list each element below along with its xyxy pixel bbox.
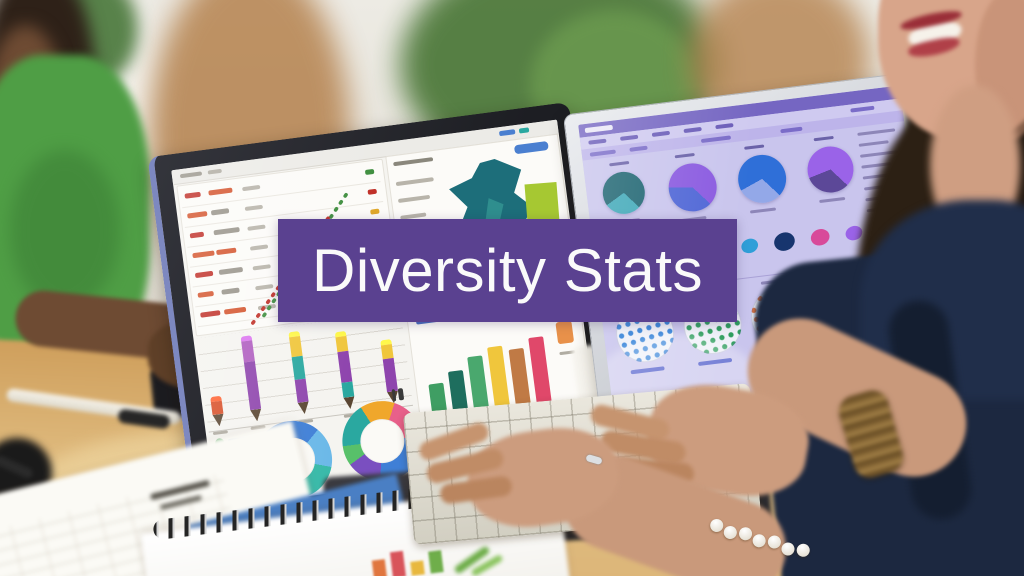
- pearl-bead: [795, 542, 812, 559]
- menu-item-text: [619, 134, 639, 141]
- pencil-body-segment: [289, 335, 303, 358]
- pie-chart: [600, 169, 648, 217]
- side-text-line: [858, 140, 889, 147]
- ll-map-title: [393, 157, 434, 167]
- pearl-bead: [766, 533, 783, 551]
- bubble-mark: [739, 235, 761, 255]
- pencil-body-segment: [335, 335, 349, 353]
- title-banner: Diversity Stats: [278, 219, 737, 322]
- map-list-line: [397, 194, 431, 203]
- bubble-mark: [771, 228, 798, 254]
- pencil-tip: [213, 414, 225, 427]
- pencil-body-segment: [382, 357, 398, 393]
- pencil-bar: [334, 330, 356, 410]
- pearl-bead: [708, 517, 725, 534]
- pencil-bar: [240, 335, 263, 422]
- pencil-body-segment: [243, 361, 262, 411]
- pencil-body-segment: [337, 350, 353, 383]
- toolbar-text: [589, 149, 616, 157]
- menu-item-text: [683, 126, 702, 134]
- menu-item-text: [850, 105, 875, 113]
- man-shirt-fold: [10, 150, 120, 310]
- menu-item-text: [715, 123, 734, 130]
- pencil-body-segment: [341, 381, 355, 398]
- pearl-bead: [779, 540, 797, 558]
- side-text-line: [857, 128, 896, 136]
- pie-label: [674, 152, 695, 159]
- pearl-bead: [737, 525, 754, 542]
- pie-label: [609, 160, 630, 167]
- toolbar-text: [780, 126, 803, 134]
- donut-hole: [357, 415, 408, 467]
- banner-title-text: Diversity Stats: [312, 236, 703, 304]
- pencil-body-segment: [291, 355, 306, 381]
- pie-caption: [749, 207, 777, 214]
- printed-bar: [428, 550, 444, 574]
- printed-bar: [410, 560, 425, 576]
- pencil-bar: [288, 330, 310, 416]
- pencil-bar: [210, 395, 225, 427]
- pencil-bar: [380, 339, 399, 404]
- pencil-tip: [298, 401, 310, 414]
- pie-chart: [804, 143, 857, 196]
- pencil-body-segment: [241, 340, 255, 363]
- pencil-body-segment: [210, 400, 224, 416]
- printed-bar: [371, 559, 388, 576]
- printed-bar: [389, 550, 406, 576]
- pencil-body-segment: [294, 378, 309, 403]
- menu-item-text: [651, 130, 671, 137]
- menu-item-text: [588, 138, 607, 145]
- ll-map-button: [513, 140, 549, 155]
- pearl-bead: [751, 532, 768, 549]
- toolbar-text: [700, 135, 732, 144]
- pearl-bead: [722, 524, 739, 541]
- toolbar-text: [629, 145, 648, 152]
- pie-chart: [665, 160, 720, 215]
- bubble-mark: [808, 225, 832, 248]
- pie-label: [813, 135, 834, 142]
- ll-bar-chip: [555, 320, 575, 345]
- pencil-tip: [250, 409, 262, 422]
- pie-label: [744, 144, 765, 150]
- pencil-tip: [343, 396, 355, 409]
- pie-chart: [735, 152, 789, 206]
- pie-caption: [819, 196, 846, 204]
- map-list-line: [395, 177, 434, 187]
